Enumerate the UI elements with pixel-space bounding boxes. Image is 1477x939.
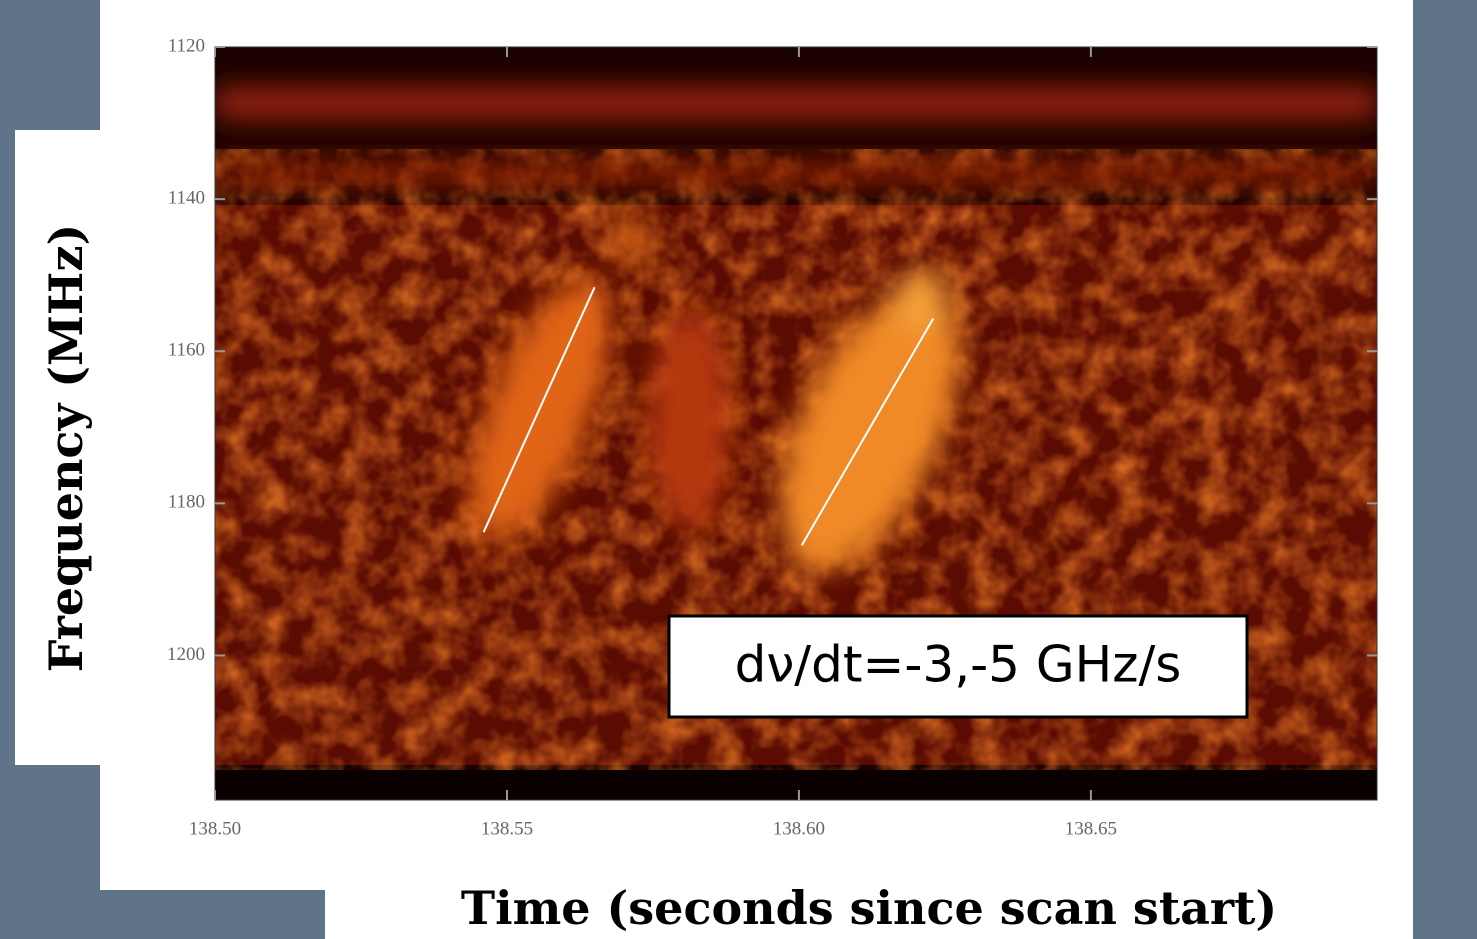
annotation-box [667, 614, 1249, 719]
fit-line [800, 318, 935, 546]
plot-frame [214, 46, 1378, 801]
fit-line [482, 286, 596, 533]
x-label-box [325, 880, 1413, 939]
axes: 1120 1140 1160 1180 1200 138.50 138.55 138.60 13… [167, 35, 1377, 839]
spectrogram-image [215, 47, 1377, 800]
x-tick-label: 138.65 [1065, 818, 1117, 839]
y-tick-label: 1120 [168, 35, 205, 56]
annotation: dν/dt=-3,-5 GHz/s [735, 636, 1182, 694]
x-tick-label: 138.60 [773, 818, 825, 839]
y-tick-label: 1160 [168, 340, 205, 361]
y-axis-label: Frequency (MHz) [39, 224, 93, 672]
y-tick-label: 1200 [167, 644, 205, 665]
y-tick-label: 1180 [168, 492, 205, 513]
y-label-box [15, 130, 115, 765]
y-tick-label: 1140 [168, 187, 205, 208]
x-tick-label: 138.55 [481, 818, 533, 839]
x-axis-label: Time (seconds since scan start) [461, 881, 1277, 935]
x-tick-label: 138.50 [189, 818, 241, 839]
